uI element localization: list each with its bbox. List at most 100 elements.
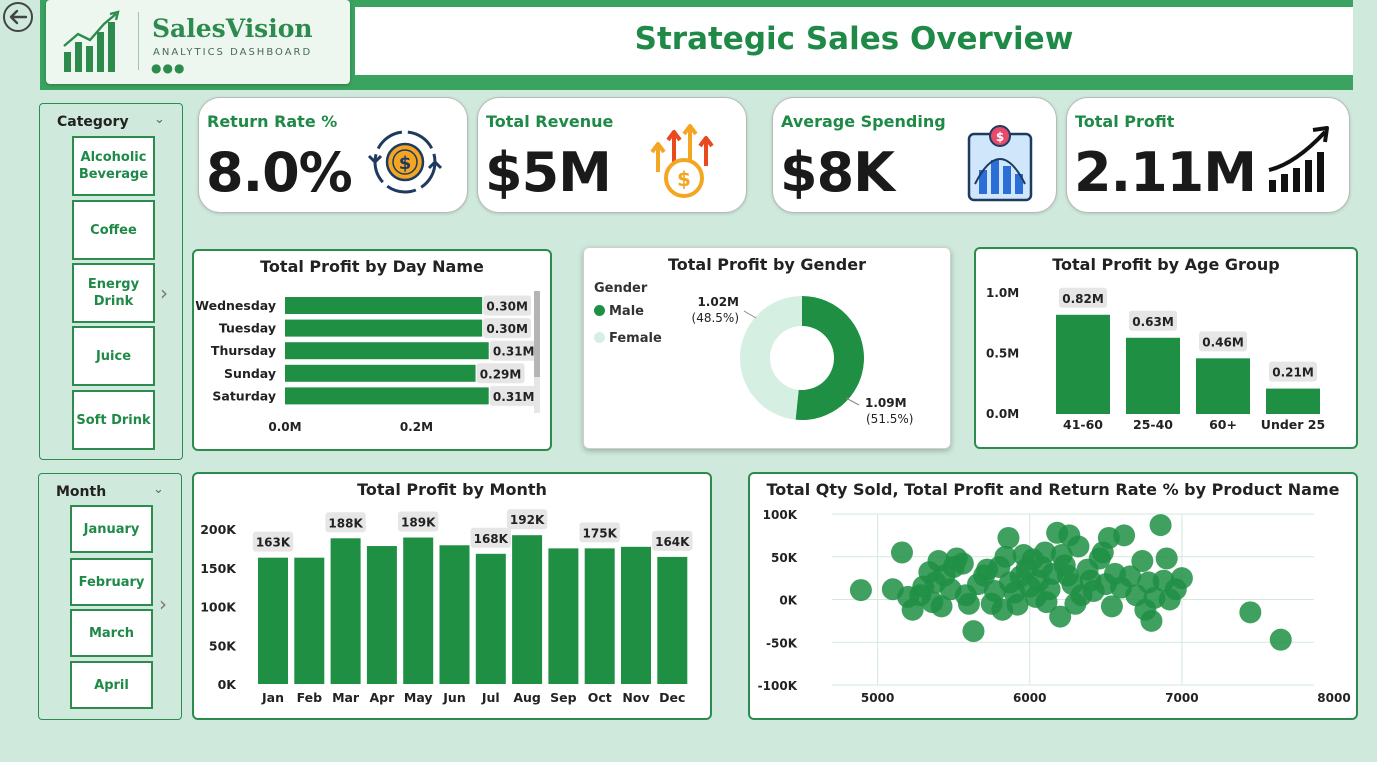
y-tick-label: 100K	[200, 600, 237, 615]
month-data-label: 163K	[256, 536, 291, 550]
month-item-february[interactable]: February	[70, 558, 153, 606]
month-category-label: Sep	[550, 690, 576, 705]
day-bar	[285, 319, 483, 337]
month-category-label: Aug	[513, 690, 541, 705]
month-category-label: May	[404, 690, 433, 705]
month-data-label: 189K	[401, 516, 436, 530]
legend-female-swatch	[594, 332, 605, 343]
age-category-label: 25-40	[1133, 417, 1173, 432]
age-category-label: 60+	[1209, 417, 1237, 432]
legend-female[interactable]: Female	[594, 331, 662, 346]
month-data-label-bg	[579, 522, 620, 543]
x-tick-label: 0.2M	[400, 420, 433, 434]
month-bar	[366, 546, 397, 684]
age-bar	[1266, 388, 1320, 414]
scrollbar[interactable]	[534, 291, 540, 413]
scatter-point	[1067, 535, 1090, 558]
category-item-coffee[interactable]: Coffee	[72, 200, 155, 260]
month-bar	[258, 557, 288, 684]
day-label: Sunday	[224, 366, 276, 381]
day-data-label-bg	[476, 363, 525, 384]
chart-card-product-scatter: Total Qty Sold, Total Profit and Return …	[748, 472, 1358, 720]
day-data-label: 0.30M	[486, 322, 528, 336]
kpi-card-return-rate: Return Rate % 8.0% $	[198, 97, 468, 213]
back-button[interactable]	[2, 1, 34, 33]
x-tick-label: 8000	[1317, 691, 1350, 705]
month-item-april[interactable]: April	[70, 661, 153, 709]
chevron-down-icon[interactable]: ⌄	[153, 482, 164, 497]
scatter-point	[1239, 601, 1262, 624]
category-slicer-title: Category	[57, 114, 129, 130]
day-data-label-bg	[483, 295, 532, 316]
day-data-label: 0.29M	[480, 367, 522, 381]
day-bar	[285, 297, 483, 314]
kpi-card-total-revenue: Total Revenue $5M $	[477, 97, 747, 213]
scatter-point	[1140, 609, 1163, 632]
scatter-point	[1149, 514, 1172, 537]
legend-male[interactable]: Male	[594, 304, 644, 319]
month-category-label: Jan	[261, 690, 284, 705]
age-data-label: 0.46M	[1202, 335, 1244, 349]
age-category-label: Under 25	[1261, 417, 1325, 432]
female-data-label: 1.02M	[697, 295, 739, 309]
day-bar	[285, 387, 489, 405]
chevron-right-icon[interactable]: ›	[159, 592, 167, 616]
y-tick-label: 200K	[200, 522, 237, 537]
kpi-card-total-profit: Total Profit 2.11M	[1066, 97, 1350, 213]
svg-text:$: $	[677, 167, 691, 191]
bar-chart-dollar-icon: $	[967, 125, 1033, 202]
x-tick-label: 6000	[1013, 691, 1046, 705]
day-label: Saturday	[212, 388, 276, 403]
chevron-down-icon[interactable]: ⌄	[154, 112, 165, 127]
age-bar	[1126, 337, 1180, 414]
chart-title: Total Profit by Age Group	[1052, 255, 1280, 274]
svg-text:$: $	[996, 130, 1004, 144]
month-item-january[interactable]: January	[70, 505, 153, 553]
male-leader-line	[845, 397, 860, 406]
category-item-energy-drink[interactable]: Energy Drink	[72, 263, 155, 323]
male-data-label: 1.09M	[865, 396, 907, 410]
chart-card-profit-by-day: Total Profit by Day Name Wednesday 0.30M T…	[192, 249, 552, 451]
month-data-label: 168K	[474, 532, 509, 546]
month-item-march[interactable]: March	[70, 609, 153, 657]
scatter-point	[1049, 605, 1072, 628]
month-bar	[657, 556, 688, 684]
kpi-title: Total Profit	[1075, 112, 1175, 131]
y-tick-label: 0.5M	[986, 347, 1019, 361]
month-data-label: 175K	[583, 526, 618, 540]
kpi-title: Return Rate %	[207, 112, 338, 131]
y-tick-label: 0K	[779, 594, 797, 608]
brand-dots: ●●●	[151, 61, 186, 75]
month-data-label-bg	[652, 530, 693, 551]
y-tick-label: -100K	[758, 679, 798, 693]
y-tick-label: 1.0M	[986, 286, 1019, 300]
age-data-label-bg	[1129, 310, 1177, 331]
day-bar-chart: Wednesday 0.30M Tuesday 0.30M Thursday 0.31M S…	[195, 295, 538, 434]
day-bar	[285, 342, 489, 360]
month-category-label: Jul	[481, 690, 500, 705]
kpi-value: 2.11M	[1074, 141, 1257, 204]
month-category-label: Apr	[370, 690, 396, 705]
day-label: Tuesday	[219, 321, 276, 336]
female-pct-label: (48.5%)	[692, 311, 739, 325]
day-data-label: 0.30M	[486, 300, 528, 314]
scatter-point	[1155, 547, 1178, 570]
month-data-label: 164K	[655, 535, 690, 549]
day-data-label-bg	[489, 340, 538, 361]
month-slicer-title: Month	[56, 484, 107, 500]
scatter-point	[1100, 595, 1123, 618]
kpi-value: $8K	[780, 141, 895, 204]
category-item-soft-drink[interactable]: Soft Drink	[72, 390, 155, 450]
day-data-label: 0.31M	[493, 390, 535, 404]
scatter-point	[849, 579, 872, 602]
y-tick-label: 150K	[200, 561, 237, 576]
y-tick-label: 50K	[771, 551, 798, 565]
age-bar	[1056, 314, 1110, 414]
legend-title: Gender	[594, 281, 648, 296]
scatter-point	[1269, 628, 1292, 651]
category-item-alcoholic-beverage[interactable]: Alcoholic Beverage	[72, 136, 155, 196]
category-item-juice[interactable]: Juice	[72, 326, 155, 386]
brand-name: SalesVision	[152, 14, 313, 43]
growth-bars-icon	[1268, 126, 1329, 192]
chevron-right-icon[interactable]: ›	[160, 281, 168, 305]
